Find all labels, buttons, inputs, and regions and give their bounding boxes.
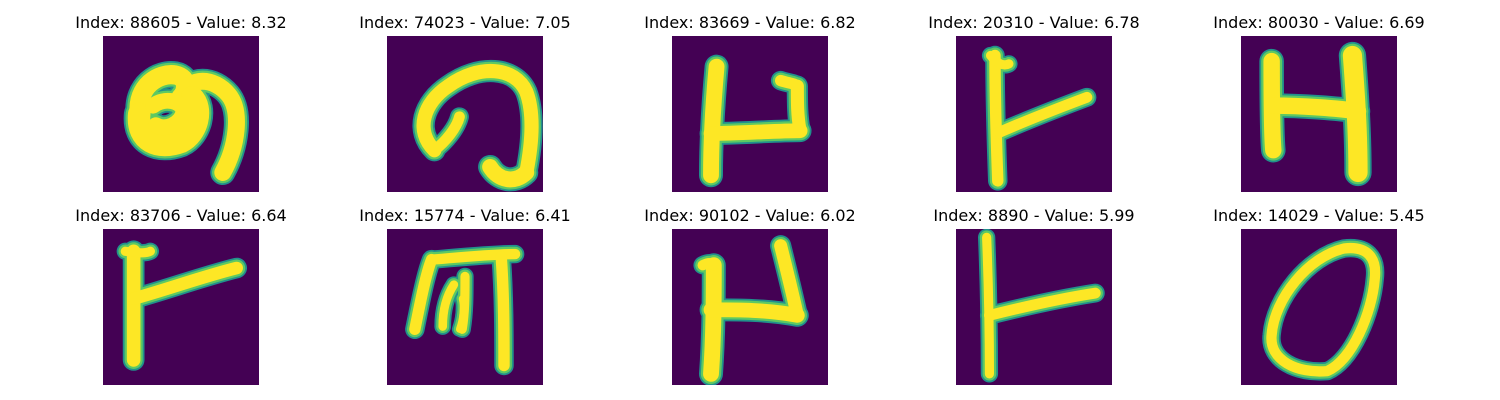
stroke-core: [120, 246, 155, 258]
stroke-core: [1265, 97, 1367, 120]
stroke-core: [989, 49, 1004, 187]
panel-title: Index: 8890 - Value: 5.99: [933, 206, 1135, 225]
stroke-core: [774, 239, 804, 322]
character-image: [672, 229, 828, 385]
character-image: [103, 36, 259, 192]
image-panel: Index: 8890 - Value: 5.99: [892, 204, 1176, 385]
stroke-core: [774, 74, 804, 92]
character-image: [103, 229, 259, 385]
stroke-core: [127, 261, 243, 305]
image-panel: Index: 83706 - Value: 6.64: [39, 204, 323, 385]
image-panel: Index: 20310 - Value: 6.78: [892, 11, 1176, 192]
panel-title: Index: 20310 - Value: 6.78: [928, 13, 1140, 32]
y-shaped-character: [116, 240, 248, 371]
panel-title: Index: 14029 - Value: 5.45: [1213, 206, 1425, 225]
character-image: [387, 229, 543, 385]
character-image: [1241, 36, 1397, 192]
image-panel: Index: 14029 - Value: 5.45: [1177, 204, 1461, 385]
panel-title: Index: 90102 - Value: 6.02: [644, 206, 856, 225]
panel-title: Index: 83669 - Value: 6.82: [644, 13, 856, 32]
image-panel: Index: 88605 - Value: 8.32: [39, 11, 323, 192]
h-shaped-character: [1259, 41, 1372, 187]
u-shaped-character: [699, 54, 812, 188]
stroke-core: [991, 91, 1093, 139]
stroke-core: [703, 302, 805, 323]
panel-title: Index: 15774 - Value: 6.41: [359, 206, 571, 225]
stroke-core: [703, 58, 725, 184]
panel-title: Index: 83706 - Value: 6.64: [75, 206, 287, 225]
hook-character: [412, 59, 543, 192]
character-image: [956, 229, 1112, 385]
character-image: [1241, 229, 1397, 385]
stroke-core: [697, 257, 719, 271]
stroke-core: [426, 248, 521, 265]
stroke-core: [438, 280, 459, 331]
y-shaped-character: [978, 229, 1105, 383]
stroke-core: [790, 79, 807, 138]
stroke-core: [1342, 45, 1368, 183]
character-image: [387, 36, 543, 192]
swirl-character: [123, 61, 249, 186]
stroke-core: [145, 92, 192, 136]
oval-character: [1262, 238, 1385, 381]
stroke-core: [982, 232, 995, 379]
stroke-core: [416, 63, 539, 180]
panel-title: Index: 88605 - Value: 8.32: [75, 13, 287, 32]
stroke-core: [172, 72, 245, 181]
stroke-core: [703, 123, 808, 141]
character-image: [956, 36, 1112, 192]
stroke-core: [127, 86, 210, 157]
image-panel: Index: 90102 - Value: 6.02: [608, 204, 892, 385]
stroke-core: [703, 257, 722, 382]
image-panel: Index: 74023 - Value: 7.05: [323, 11, 607, 192]
box-character: [405, 244, 525, 376]
stroke-core: [985, 50, 1014, 70]
u-shaped-character: [693, 235, 809, 385]
stroke-core: [482, 158, 535, 188]
panel-title: Index: 74023 - Value: 7.05: [359, 13, 571, 32]
image-panel: Index: 83669 - Value: 6.82: [608, 11, 892, 192]
image-panel: Index: 80030 - Value: 6.69: [1177, 11, 1461, 192]
y-shaped-character: [981, 45, 1097, 191]
image-panel: Index: 15774 - Value: 6.41: [323, 204, 607, 385]
panel-title: Index: 80030 - Value: 6.69: [1213, 13, 1425, 32]
stroke-core: [455, 295, 467, 333]
stroke-core: [495, 251, 510, 372]
stroke-core: [983, 287, 1101, 321]
character-image: [672, 36, 828, 192]
stroke-core: [428, 111, 465, 156]
stroke-core: [1266, 242, 1381, 377]
